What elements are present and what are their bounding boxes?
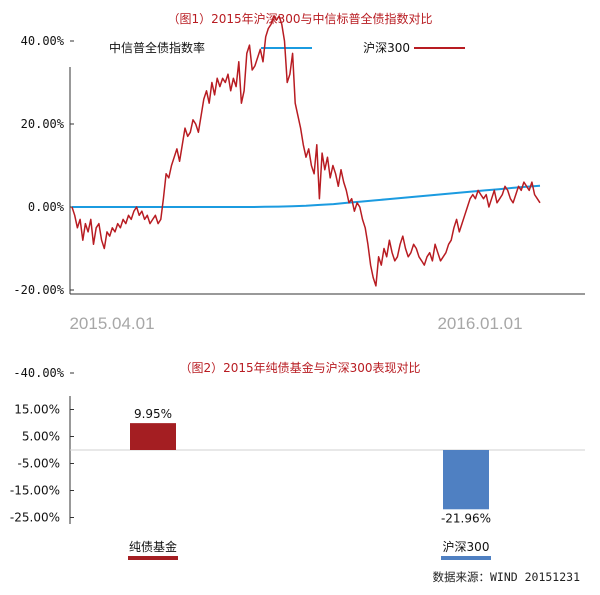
chart1-y-tick-label: -40.00% bbox=[13, 366, 64, 380]
chart1-series bbox=[71, 15, 541, 287]
category-label-hs300: 沪深300 bbox=[443, 540, 490, 554]
chart2-y-tick-label: 5.00% bbox=[22, 430, 60, 444]
category-underline-hs300 bbox=[441, 556, 491, 560]
chart2-y-tick-label: -5.00% bbox=[18, 457, 60, 471]
chart2-title: （图2）2015年纯债基金与沪深300表现对比 bbox=[179, 360, 420, 375]
bar-bond-fund bbox=[130, 423, 176, 450]
category-underline-bond-fund bbox=[128, 556, 178, 560]
x-tick-label-2015-04-01: 2015.04.01 bbox=[69, 314, 154, 333]
chart2-y-tick-label: -25.00% bbox=[10, 511, 60, 525]
bar-hs300 bbox=[443, 450, 489, 510]
category-label-bond-fund: 纯债基金 bbox=[129, 539, 177, 554]
x-tick-label-2016-01-01: 2016.01.01 bbox=[437, 314, 522, 333]
series-line-bond-index bbox=[72, 184, 541, 208]
data-label-hs300: -21.96% bbox=[441, 511, 491, 525]
chart2-y-ticks: 15.00% 5.00% -5.00% -15.00% -25.00% bbox=[10, 403, 74, 525]
data-label-bond-fund: 9.95% bbox=[134, 407, 172, 421]
chart1-title: （图1）2015年沪深300与中信标普全债指数对比 bbox=[167, 11, 432, 26]
legend-label-hs300: 沪深300 bbox=[363, 41, 410, 55]
legend-label-bond-index: 中信普全债指数率 bbox=[109, 40, 205, 55]
data-source-note: 数据来源：WIND 20151231 bbox=[432, 570, 580, 584]
chart2-y-tick-label: -15.00% bbox=[10, 484, 60, 498]
chart2-bars: 9.95% -21.96% bbox=[130, 407, 491, 525]
series-line-hs300 bbox=[71, 15, 541, 287]
chart1-y-tick-label: 20.00% bbox=[21, 117, 65, 131]
chart2-y-tick-label: 15.00% bbox=[14, 403, 60, 417]
chart1-y-tick-label: 40.00% bbox=[21, 34, 65, 48]
chart1-y-tick-label: 0.00% bbox=[28, 200, 65, 214]
chart1-y-ticks: 60.00%40.00%20.00%0.00%-20.00%-40.00% bbox=[13, 34, 74, 380]
chart1-y-tick-label: -20.00% bbox=[13, 283, 64, 297]
